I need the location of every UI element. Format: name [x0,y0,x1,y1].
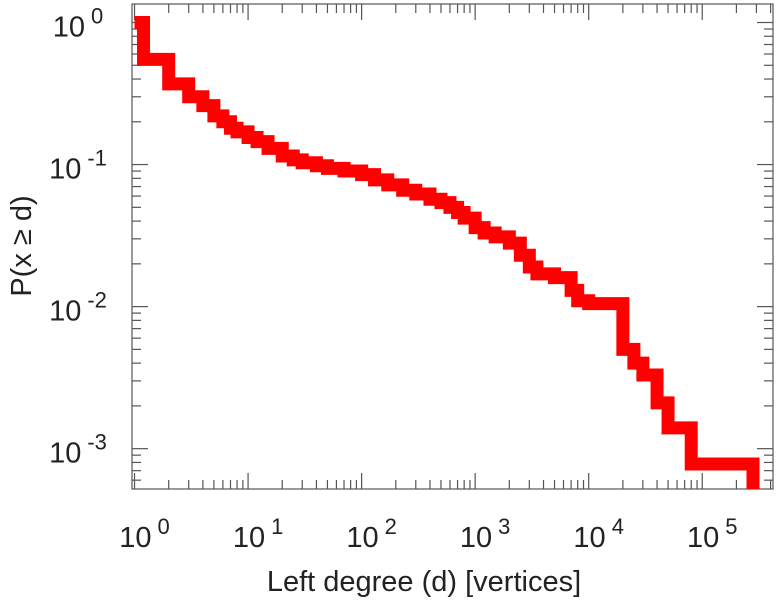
x-tick-label-exponent: 4 [612,514,624,539]
tick-labels: 10 0 10 1 10 2 10 3 10 4 10 510 010 -110 -210 -3 [49,4,737,554]
x-tick-label-base: 10 [460,522,492,554]
x-tick-label-base: 10 [346,522,378,554]
x-tick-label: 10 2 [346,514,397,554]
y-tick-label-exponent: -2 [87,288,107,313]
y-tick-label-exponent: -1 [87,146,107,171]
plot-frame [131,3,774,490]
x-tick-label-base: 10 [233,522,265,554]
x-tick-label: 10 5 [687,514,738,554]
x-tick-label: 10 0 [119,514,170,554]
y-tick-label-base: 10 [53,12,85,44]
x-tick-label-base: 10 [687,522,719,554]
x-axis-label: Left degree (d) [vertices] [267,566,581,598]
y-tick-label-base: 10 [49,438,81,470]
series-line [134,16,760,489]
data-series-group [134,16,760,489]
x-tick-label: 10 4 [573,514,624,554]
y-axis-label: P(x ≥ d) [6,195,38,296]
y-tick-label-exponent: -3 [87,430,107,455]
x-tick-label-exponent: 2 [385,514,397,539]
x-tick-label: 10 3 [460,514,511,554]
x-tick-label-base: 10 [573,522,605,554]
x-tick-label-exponent: 3 [498,514,510,539]
y-tick-label: 10 -3 [49,430,107,470]
y-tick-label: 10 -2 [49,288,107,328]
x-tick-label-base: 10 [119,522,151,554]
x-tick-label: 10 1 [233,514,284,554]
y-tick-label-exponent: 0 [91,4,103,29]
x-tick-label-exponent: 1 [271,514,283,539]
y-tick-label: 10 0 [53,4,104,44]
x-tick-label-exponent: 0 [158,514,170,539]
y-tick-label: 10 -1 [49,146,107,186]
y-tick-label-base: 10 [49,296,81,328]
x-tick-label-exponent: 5 [725,514,737,539]
axis-ticks [132,4,773,489]
y-tick-label-base: 10 [49,154,81,186]
